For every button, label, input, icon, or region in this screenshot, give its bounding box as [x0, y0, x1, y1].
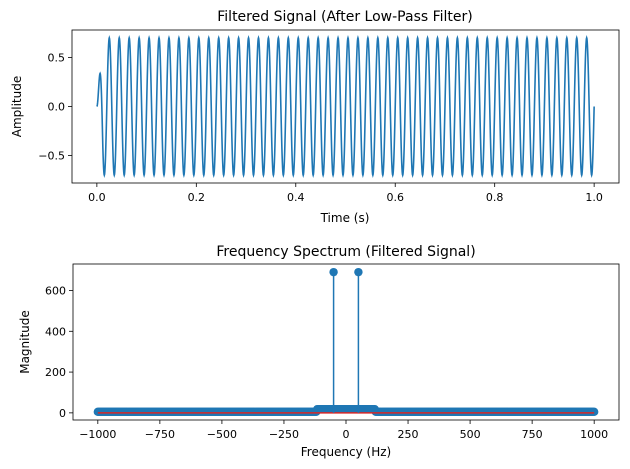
spectrum-x-tick-label: 500 [460, 428, 481, 441]
signal-y-tick-label: −0.5 [38, 150, 65, 163]
spectrum-y-ticks: 0 200 400 600 [45, 285, 73, 420]
spectrum-x-tick-label: 750 [522, 428, 543, 441]
spectrum-x-tick-label: −250 [269, 428, 299, 441]
spectrum-x-tick-label: 0 [343, 428, 350, 441]
spectrum-y-tick-label: 0 [59, 407, 66, 420]
spectrum-x-tick-label: 250 [398, 428, 419, 441]
spectrum-y-axis-label: Magnitude [18, 310, 32, 374]
spectrum-chart: Frequency Spectrum (Filtered Signal) −10… [18, 244, 620, 459]
spectrum-chart-title: Frequency Spectrum (Filtered Signal) [216, 244, 475, 260]
signal-x-tick-label: 0.6 [386, 191, 404, 204]
spectrum-x-ticks: −1000 −750 −500 −250 0 250 500 750 1000 [79, 420, 608, 441]
signal-plot-area [96, 34, 595, 179]
spectrum-x-tick-label: 1000 [580, 428, 608, 441]
signal-x-tick-label: 0.4 [287, 191, 305, 204]
signal-chart-title: Filtered Signal (After Low-Pass Filter) [217, 9, 473, 25]
spectrum-y-tick-label: 600 [45, 285, 66, 298]
signal-y-ticks: 0.5 0.0 −0.5 [38, 51, 72, 163]
spectrum-peak-marker [354, 267, 363, 277]
signal-x-axis-label: Time (s) [320, 211, 370, 225]
signal-chart: Filtered Signal (After Low-Pass Filter) … [10, 9, 620, 225]
signal-x-tick-label: 1.0 [585, 191, 603, 204]
spectrum-axes-frame [72, 263, 620, 421]
spectrum-x-tick-label: −1000 [79, 428, 116, 441]
signal-x-tick-label: 0.2 [188, 191, 206, 204]
signal-y-tick-label: 0.0 [48, 101, 66, 114]
spectrum-x-axis-label: Frequency (Hz) [301, 445, 392, 459]
signal-series-line [96, 34, 595, 179]
spectrum-y-tick-label: 400 [45, 325, 66, 338]
spectrum-floor-marker [589, 407, 599, 417]
spectrum-x-tick-label: −750 [145, 428, 175, 441]
signal-x-tick-label: 0.0 [88, 191, 106, 204]
spectrum-y-tick-label: 200 [45, 366, 66, 379]
spectrum-floor-stems [93, 404, 599, 417]
signal-x-ticks: 0.0 0.2 0.4 0.6 0.8 1.0 [88, 183, 603, 204]
spectrum-x-tick-label: −500 [207, 428, 237, 441]
signal-y-tick-label: 0.5 [48, 51, 66, 64]
spectrum-peak-marker [329, 267, 338, 277]
signal-x-tick-label: 0.8 [486, 191, 504, 204]
signal-y-axis-label: Amplitude [10, 76, 24, 138]
spectrum-plot-area [93, 267, 599, 417]
